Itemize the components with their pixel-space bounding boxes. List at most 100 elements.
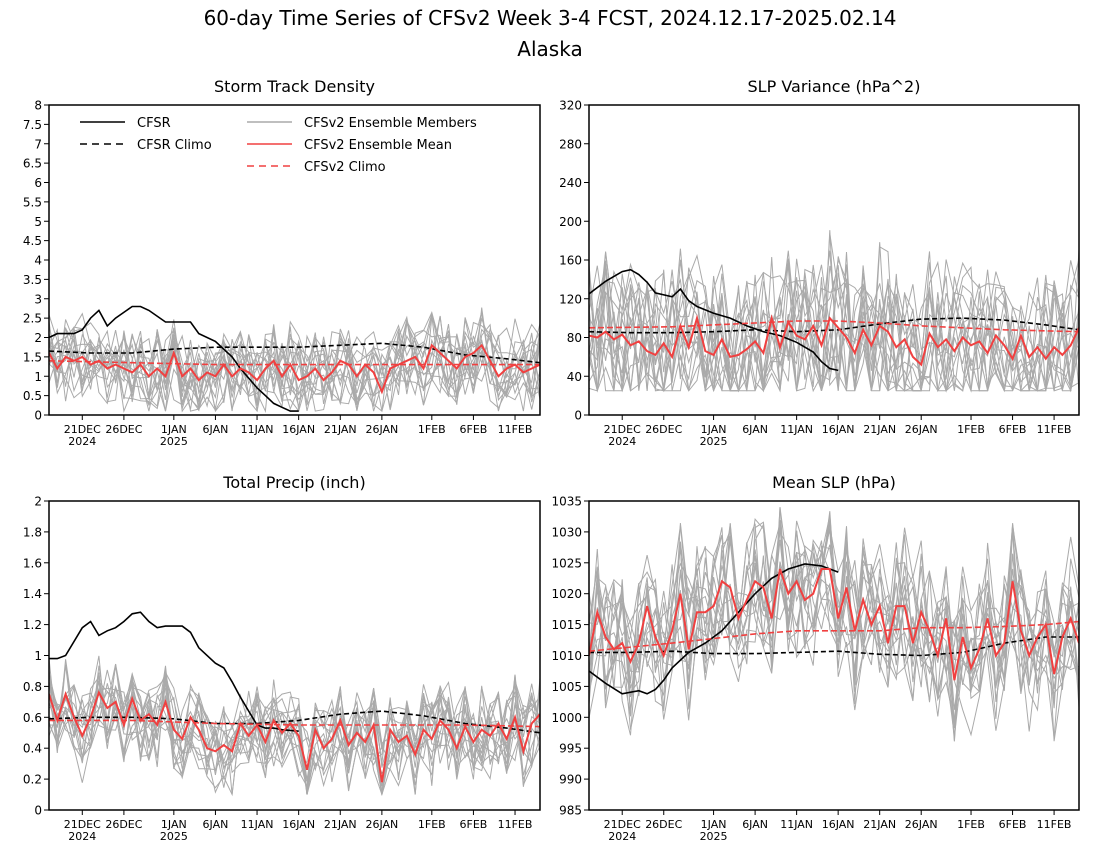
x-tick-label: 16JAN <box>822 818 855 831</box>
x-tick-label: 11FEB <box>1037 818 1072 831</box>
y-tick-label: 0 <box>34 804 42 818</box>
x-tick-label: 26JAN <box>365 423 398 436</box>
x-tick-label: 16JAN <box>282 818 315 831</box>
x-tick-label: 6JAN <box>742 423 768 436</box>
ensemble-member-line <box>49 672 540 795</box>
x-tick-label: 1FEB <box>957 818 985 831</box>
ensemble-member-line <box>589 263 1079 393</box>
y-tick-label: 0.6 <box>23 711 42 725</box>
y-tick-label: 160 <box>559 254 582 268</box>
x-tick-year: 2024 <box>68 830 96 843</box>
y-tick-label: 200 <box>559 215 582 229</box>
chart-panel-3: Total Precip (inch) 0 0.2 0.4 0.6 0.8 1 1.2 1.4 1… <box>23 473 541 843</box>
y-tick-label: 40 <box>567 370 582 384</box>
ensemble-member-line <box>49 659 540 789</box>
y-tick-label: 7 <box>34 137 42 151</box>
x-tick-label: 6FEB <box>999 818 1027 831</box>
x-tick-label: 26DEC <box>645 423 682 436</box>
cfsv2-climo-line <box>589 620 1079 652</box>
x-tick-label: 21DEC <box>604 423 641 436</box>
figure-title: 60-day Time Series of CFSv2 Week 3-4 FCS… <box>204 6 897 30</box>
y-tick-label: 6.5 <box>23 157 42 171</box>
ensemble-member-line <box>589 523 1079 731</box>
cfsv2-ensemble-mean-line <box>589 568 1079 681</box>
y-tick-label: 990 <box>559 773 582 787</box>
y-tick-label: 995 <box>559 742 582 756</box>
x-tick-label: 26JAN <box>905 818 938 831</box>
y-tick-label: 1.8 <box>23 525 42 539</box>
cfsr-climo-line <box>589 317 1079 334</box>
y-tick-label: 5 <box>34 215 42 229</box>
ensemble-member-line <box>49 328 540 413</box>
x-tick-label: 6JAN <box>203 423 229 436</box>
x-tick-label: 11FEB <box>498 818 533 831</box>
ensemble-member-line <box>589 259 1079 393</box>
ensemble-member-line <box>49 658 540 795</box>
x-tick-label: 21JAN <box>863 423 896 436</box>
y-tick-label: 985 <box>559 804 582 818</box>
y-tick-label: 1.5 <box>23 350 42 364</box>
x-tick-label: 11JAN <box>780 818 813 831</box>
x-tick-year: 2025 <box>700 435 728 448</box>
y-tick-label: 1000 <box>551 711 582 725</box>
figure-subtitle: Alaska <box>517 37 582 61</box>
y-tick-label: 0.5 <box>23 389 42 403</box>
x-tick-label: 21DEC <box>604 818 641 831</box>
cfsv2-ensemble-mean-line <box>49 690 540 783</box>
x-tick-label: 26DEC <box>645 818 682 831</box>
ensemble-member-line <box>589 261 1079 392</box>
x-tick-label: 21JAN <box>324 818 357 831</box>
y-tick-label: 0.4 <box>23 742 42 756</box>
y-tick-label: 1.6 <box>23 556 42 570</box>
y-tick-label: 1030 <box>551 525 582 539</box>
cfsv2-ensemble-mean-line <box>589 314 1079 367</box>
ensemble-member-line <box>49 665 540 795</box>
x-tick-label: 26JAN <box>365 818 398 831</box>
y-tick-label: 1035 <box>551 495 582 509</box>
x-tick-label: 1FEB <box>418 818 446 831</box>
chart-panel-4: Mean SLP (hPa) 985 990 995 1000 1005 1010 1015 1… <box>551 473 1080 843</box>
legend-label: CFSv2 Climo <box>304 160 386 175</box>
x-tick-label: 1JAN <box>161 818 187 831</box>
ensemble-member-line <box>49 311 540 412</box>
y-tick-label: 0 <box>34 409 42 423</box>
x-tick-label: 11FEB <box>1037 423 1072 436</box>
cfsr-climo-line <box>49 342 540 364</box>
y-tick-label: 5.5 <box>23 195 42 209</box>
x-tick-year: 2024 <box>608 435 636 448</box>
x-tick-label: 16JAN <box>822 423 855 436</box>
y-tick-label: 0 <box>574 409 582 423</box>
y-tick-label: 80 <box>567 331 582 345</box>
x-tick-label: 1JAN <box>701 818 727 831</box>
x-tick-label: 26DEC <box>105 423 142 436</box>
x-tick-year: 2025 <box>160 830 188 843</box>
y-tick-label: 1 <box>34 649 42 663</box>
x-tick-label: 26DEC <box>105 818 142 831</box>
y-tick-label: 1020 <box>551 587 582 601</box>
x-tick-year: 2025 <box>700 830 728 843</box>
x-tick-label: 21JAN <box>324 423 357 436</box>
cfsv2-climo-line <box>49 719 540 728</box>
legend-label: CFSv2 Ensemble Mean <box>304 138 452 153</box>
ensemble-member-line <box>49 311 540 411</box>
y-tick-label: 1015 <box>551 618 582 632</box>
x-tick-label: 16JAN <box>282 423 315 436</box>
panels: Storm Track Density 0 0.5 1 1.5 2 2.5 3 3.5 4 4.5 5… <box>23 77 1080 843</box>
ensemble-member-line <box>49 324 540 412</box>
y-tick-label: 3 <box>34 292 42 306</box>
x-tick-label: 26JAN <box>905 423 938 436</box>
x-tick-label: 11JAN <box>780 423 813 436</box>
y-tick-label: 4.5 <box>23 234 42 248</box>
plot-area <box>589 507 1079 742</box>
chart-title: Storm Track Density <box>214 77 375 96</box>
y-tick-label: 1 <box>34 370 42 384</box>
y-tick-label: 6 <box>34 176 42 190</box>
plot-frame <box>588 500 1080 811</box>
cfsr-line <box>589 563 839 695</box>
legend-label: CFSR Climo <box>137 138 212 153</box>
y-tick-label: 280 <box>559 137 582 151</box>
chart-panel-2: SLP Variance (hPa^2) 0 40 80 120 160 200 240 280… <box>559 77 1080 448</box>
cfsr-line <box>49 305 299 412</box>
legend-label: CFSv2 Ensemble Members <box>304 116 477 131</box>
